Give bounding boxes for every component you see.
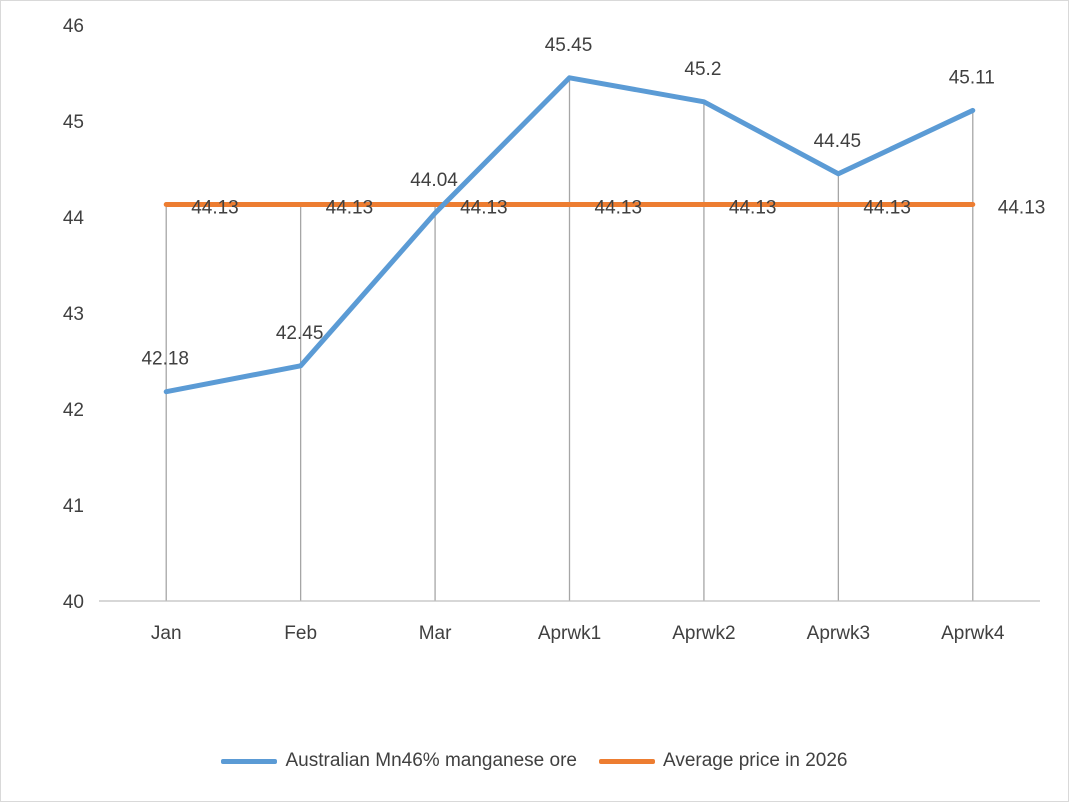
data-label-series-1: 44.13 — [191, 198, 239, 219]
x-tick-label: Aprwk4 — [941, 623, 1005, 644]
x-tick-label: Aprwk3 — [807, 623, 870, 644]
data-label-series-0: 44.45 — [814, 131, 862, 152]
x-tick-label: Mar — [419, 623, 452, 644]
data-label-series-1: 44.13 — [326, 198, 374, 219]
y-tick-label: 42 — [63, 400, 84, 421]
data-label-series-0: 44.04 — [410, 170, 458, 191]
legend-label-series-0: Australian Mn46% manganese ore — [285, 750, 577, 771]
x-tick-label: Feb — [284, 623, 317, 644]
x-tick-label: Aprwk1 — [538, 623, 601, 644]
legend-swatch-series-1 — [599, 758, 655, 764]
y-tick-label: 40 — [63, 592, 84, 613]
data-label-series-1: 44.13 — [998, 198, 1046, 219]
data-label-series-0: 45.45 — [545, 35, 593, 56]
legend-item-series-0: Australian Mn46% manganese ore — [221, 750, 577, 772]
data-label-series-0: 42.45 — [276, 323, 324, 344]
data-label-series-1: 44.13 — [595, 198, 643, 219]
data-label-series-0: 42.18 — [141, 349, 189, 370]
y-tick-label: 44 — [63, 208, 85, 229]
data-label-series-1: 44.13 — [729, 198, 777, 219]
data-label-series-0: 45.2 — [684, 59, 721, 80]
x-tick-label: Jan — [151, 623, 182, 644]
y-tick-label: 46 — [63, 16, 84, 37]
data-label-series-1: 44.13 — [460, 198, 508, 219]
legend-label-series-1: Average price in 2026 — [663, 750, 848, 771]
y-tick-label: 45 — [63, 112, 84, 133]
series-line-0 — [163, 75, 976, 395]
x-tick-label: Aprwk2 — [672, 623, 735, 644]
legend-item-series-1: Average price in 2026 — [599, 750, 848, 772]
data-label-series-0: 45.11 — [949, 67, 995, 88]
data-label-series-1: 44.13 — [863, 198, 911, 219]
legend: Australian Mn46% manganese ore Average p… — [0, 750, 1069, 772]
y-tick-label: 43 — [63, 304, 84, 325]
legend-swatch-series-0 — [221, 758, 278, 764]
y-tick-label: 41 — [63, 496, 84, 517]
